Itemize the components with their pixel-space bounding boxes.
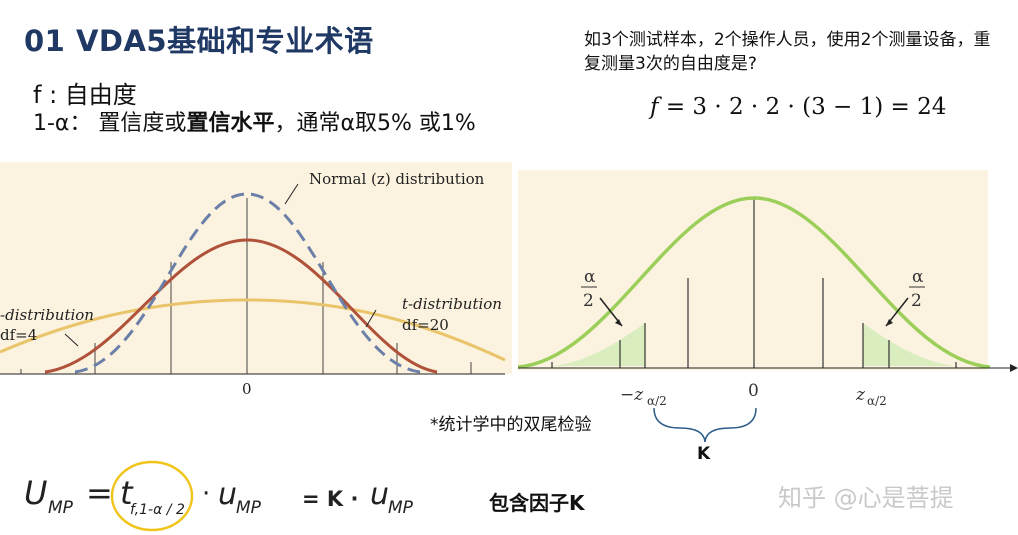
x-axis-arrow-icon bbox=[1010, 364, 1018, 372]
k-brace bbox=[653, 407, 757, 443]
formula-u: u bbox=[218, 477, 237, 512]
label-t4-line1: t-distribution bbox=[0, 306, 94, 324]
t20-leader-line bbox=[365, 309, 377, 328]
normal-curve-green bbox=[518, 196, 991, 369]
arrow-head-icon bbox=[886, 319, 893, 326]
definition-confidence-suffix: ，通常α取5% 或1% bbox=[274, 111, 476, 136]
formula-t: t bbox=[120, 474, 134, 512]
highlight-circle bbox=[110, 460, 194, 532]
alpha-right-numerator: α bbox=[912, 267, 924, 287]
formula-u2-sub: MP bbox=[388, 498, 414, 518]
dof-equation: f = 3 · 2 · 2 · (3 − 1) = 24 bbox=[650, 94, 946, 120]
two-tailed-note: *统计学中的双尾检验 bbox=[430, 415, 592, 435]
example-question: 如3个测试样本，2个操作人员，使用2个测量设备，重复测量3次的自由度是? bbox=[584, 30, 991, 74]
k-label: K bbox=[697, 444, 711, 464]
right-tail-area bbox=[863, 323, 956, 366]
tick-neg-z: −z bbox=[620, 385, 644, 405]
t-vs-normal-chart: Normal (z) distribution t-distribution d… bbox=[0, 162, 512, 398]
coverage-factor-label: 包含因子K bbox=[489, 491, 585, 515]
chart-panel-background bbox=[518, 170, 988, 370]
definition-confidence: 1-α： 置信度或置信水平，通常α取5% 或1% bbox=[33, 105, 476, 137]
formula-dot: · bbox=[202, 479, 210, 509]
formula-equals: = bbox=[86, 474, 113, 512]
tick-neg-z-sub: α/2 bbox=[647, 394, 667, 408]
label-t20-line1: t-distribution bbox=[402, 295, 502, 313]
formula-u-sub: MP bbox=[236, 498, 262, 518]
definition-dof: f : 自由度 bbox=[33, 81, 137, 109]
tick-zero: 0 bbox=[748, 381, 759, 401]
definition-confidence-prefix: 1-α： 置信度或 bbox=[33, 111, 187, 136]
dof-equation-rhs: = 3 · 2 · 2 · (3 − 1) = 24 bbox=[658, 94, 947, 120]
expanded-uncertainty-formula: U MP = t f,1-α / 2 · u MP = K · u MP bbox=[24, 460, 414, 532]
t-df4-curve bbox=[0, 298, 506, 362]
arrow-head-icon bbox=[615, 319, 622, 326]
definition-confidence-bold: 置信水平 bbox=[186, 111, 275, 136]
formula-k-part: = K · bbox=[302, 487, 358, 511]
t4-leader-line bbox=[64, 333, 79, 347]
tick-pos-z: z bbox=[855, 385, 866, 405]
t-df20-curve bbox=[44, 238, 438, 374]
vertical-gridlines bbox=[551, 198, 957, 368]
page-title: 01 VDA5基础和专业术语 bbox=[24, 24, 374, 58]
chart-panel-background bbox=[0, 162, 512, 374]
tick-zero: 0 bbox=[242, 380, 252, 398]
watermark: 知乎 @心是菩提 bbox=[778, 484, 954, 512]
tick-pos-z-sub: α/2 bbox=[867, 394, 887, 408]
dof-equation-lhs: f bbox=[650, 94, 659, 120]
formula-U: U bbox=[24, 474, 47, 512]
label-t4-line2: df=4 bbox=[0, 326, 37, 344]
normal-leader-line bbox=[284, 183, 299, 205]
alpha-right-denominator: 2 bbox=[911, 291, 922, 311]
left-tail-area bbox=[552, 323, 645, 366]
alpha-left-numerator: α bbox=[584, 267, 596, 287]
two-tailed-chart: α 2 α 2 −z α/2 0 z α/2 bbox=[518, 170, 1018, 408]
formula-t-sub: f,1-α / 2 bbox=[130, 502, 185, 518]
label-t20-line2: df=20 bbox=[402, 316, 449, 334]
formula-u2: u bbox=[370, 477, 389, 512]
formula-U-sub: MP bbox=[48, 498, 74, 518]
label-normal: Normal (z) distribution bbox=[309, 170, 485, 188]
alpha-left-denominator: 2 bbox=[583, 291, 594, 311]
